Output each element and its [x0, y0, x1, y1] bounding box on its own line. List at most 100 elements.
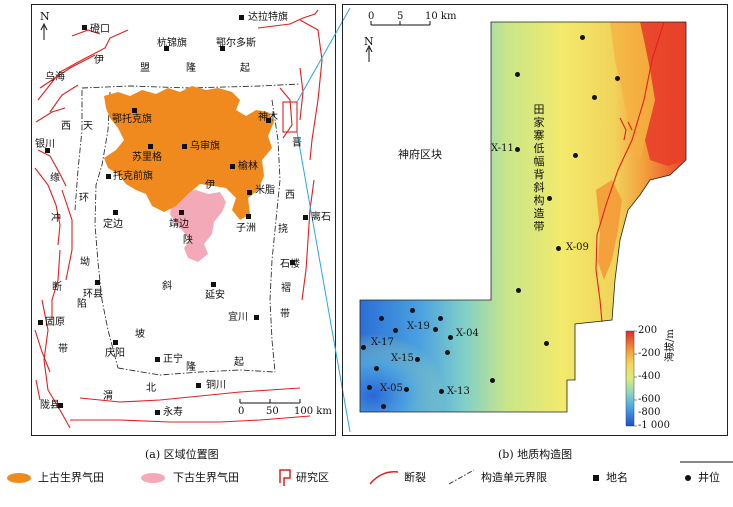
region-label-char: 晋 — [292, 138, 302, 149]
legend-well-icon — [685, 475, 691, 481]
place-marker-icon — [58, 403, 63, 408]
region-label-char: 隆 — [186, 63, 196, 74]
well-label: X-15 — [391, 353, 414, 364]
region-label-char: 乌海 — [45, 72, 65, 83]
legend-place-label: 地名 — [606, 471, 628, 484]
right-scale-10: 10 km — [425, 11, 457, 22]
right-scale-bar — [370, 21, 431, 26]
place-marker-icon — [239, 15, 244, 20]
elevation-colorbar — [625, 330, 635, 427]
right-map-outline — [359, 21, 687, 413]
well-label: X-09 — [566, 242, 589, 253]
well-marker-icon — [444, 349, 450, 355]
region-label-char: 西 — [285, 190, 295, 201]
place-marker-icon — [82, 25, 87, 30]
geological-structure-map — [342, 4, 728, 436]
caption-left: (a) 区域位置图 — [145, 448, 219, 461]
region-label-char: 坳 — [80, 257, 90, 268]
place-label: 环县 — [83, 289, 103, 300]
place-label: 靖边 — [169, 219, 189, 230]
place-label: 离石 — [311, 212, 331, 223]
well-label: X-17 — [371, 337, 394, 348]
caption-right: (b) 地质构造图 — [498, 448, 573, 461]
region-label-char: 带 — [58, 344, 68, 355]
well-marker-icon — [447, 334, 453, 340]
place-marker-icon — [247, 190, 252, 195]
well-marker-icon — [572, 152, 578, 158]
region-label-char: 隆 — [186, 362, 196, 373]
place-label: 榆林 — [238, 161, 258, 172]
place-label: 固原 — [45, 317, 65, 328]
well-marker-icon — [515, 287, 521, 293]
regional-faults — [34, 9, 323, 429]
right-north-label: N — [364, 35, 374, 48]
local-faults — [595, 21, 665, 323]
place-marker-icon — [182, 144, 187, 149]
region-label-char: 缘 — [50, 173, 60, 184]
colorbar-tick-neg600: -600 — [638, 394, 661, 405]
right-scale-5: 5 — [397, 11, 404, 22]
left-north-label: N — [40, 10, 50, 23]
place-label: 银川 — [35, 139, 55, 150]
well-marker-icon — [514, 146, 520, 152]
region-label-char: 断 — [52, 282, 62, 293]
region-label-char: 起 — [234, 357, 244, 368]
left-scale-bar — [239, 399, 301, 404]
place-marker-icon — [196, 383, 201, 388]
place-label: 子洲 — [236, 223, 256, 234]
well-marker-icon — [414, 356, 420, 362]
well-marker-icon — [555, 245, 561, 251]
place-marker-icon — [113, 210, 118, 215]
well-marker-icon — [489, 377, 495, 383]
well-marker-icon — [378, 315, 384, 321]
colorbar-tick-neg800: -800 — [638, 407, 661, 418]
region-label-char: 陕 — [183, 235, 193, 246]
well-marker-icon — [380, 403, 386, 409]
place-label: 磴口 — [90, 24, 110, 35]
region-label-char: 冲 — [51, 213, 61, 224]
place-marker-icon — [38, 320, 43, 325]
place-label: 铜川 — [206, 380, 226, 391]
place-marker-icon — [246, 214, 251, 219]
well-label: X-11 — [491, 143, 514, 154]
place-marker-icon — [132, 108, 137, 113]
well-marker-icon — [432, 326, 438, 332]
colorbar-tick-neg1000: -1 000 — [638, 420, 671, 431]
region-label-char: 北 — [146, 383, 156, 394]
well-marker-icon — [392, 327, 398, 333]
place-label: 达拉特旗 — [248, 12, 288, 23]
region-label-char: 陷 — [77, 299, 87, 310]
place-label: 正宁 — [163, 354, 183, 365]
legend-upper-field-label: 上古生界气田 — [38, 471, 104, 484]
legend-fault-label: 断裂 — [404, 471, 426, 484]
zone-label: 田家寨低幅背斜构造带 — [533, 103, 545, 233]
region-label-char: 盟 — [140, 63, 150, 74]
legend-well-label: 井位 — [698, 471, 720, 484]
place-label: 陇县 — [40, 400, 60, 411]
well-label: X-19 — [407, 321, 430, 332]
region-label-char: 起 — [240, 63, 250, 74]
place-marker-icon — [254, 315, 259, 320]
well-marker-icon — [546, 195, 552, 201]
colorbar-tick-neg400: -400 — [638, 371, 661, 382]
region-label-char: 带 — [280, 309, 290, 320]
legend-boundary-line — [448, 469, 475, 485]
place-label: 乌审旗 — [190, 141, 220, 152]
legend-study-area-label: 研究区 — [296, 471, 329, 484]
region-label-char: 坡 — [135, 329, 145, 340]
place-marker-icon — [290, 260, 295, 265]
region-label-char: 环 — [79, 193, 89, 204]
place-marker-icon — [113, 340, 118, 345]
left-scale-100: 100 km — [294, 406, 332, 417]
place-marker-icon — [45, 148, 50, 153]
place-marker-icon — [211, 282, 216, 287]
legend-boundary-label: 构造单元界限 — [481, 471, 547, 484]
well-marker-icon — [579, 34, 585, 40]
upper-paleozoic-field — [104, 86, 274, 220]
well-marker-icon — [591, 94, 597, 100]
place-label: 米脂 — [255, 185, 275, 196]
place-label: 神木 — [258, 112, 278, 123]
region-label-char: 挠 — [278, 224, 288, 235]
place-label: 鄂尔多斯 — [216, 38, 256, 49]
